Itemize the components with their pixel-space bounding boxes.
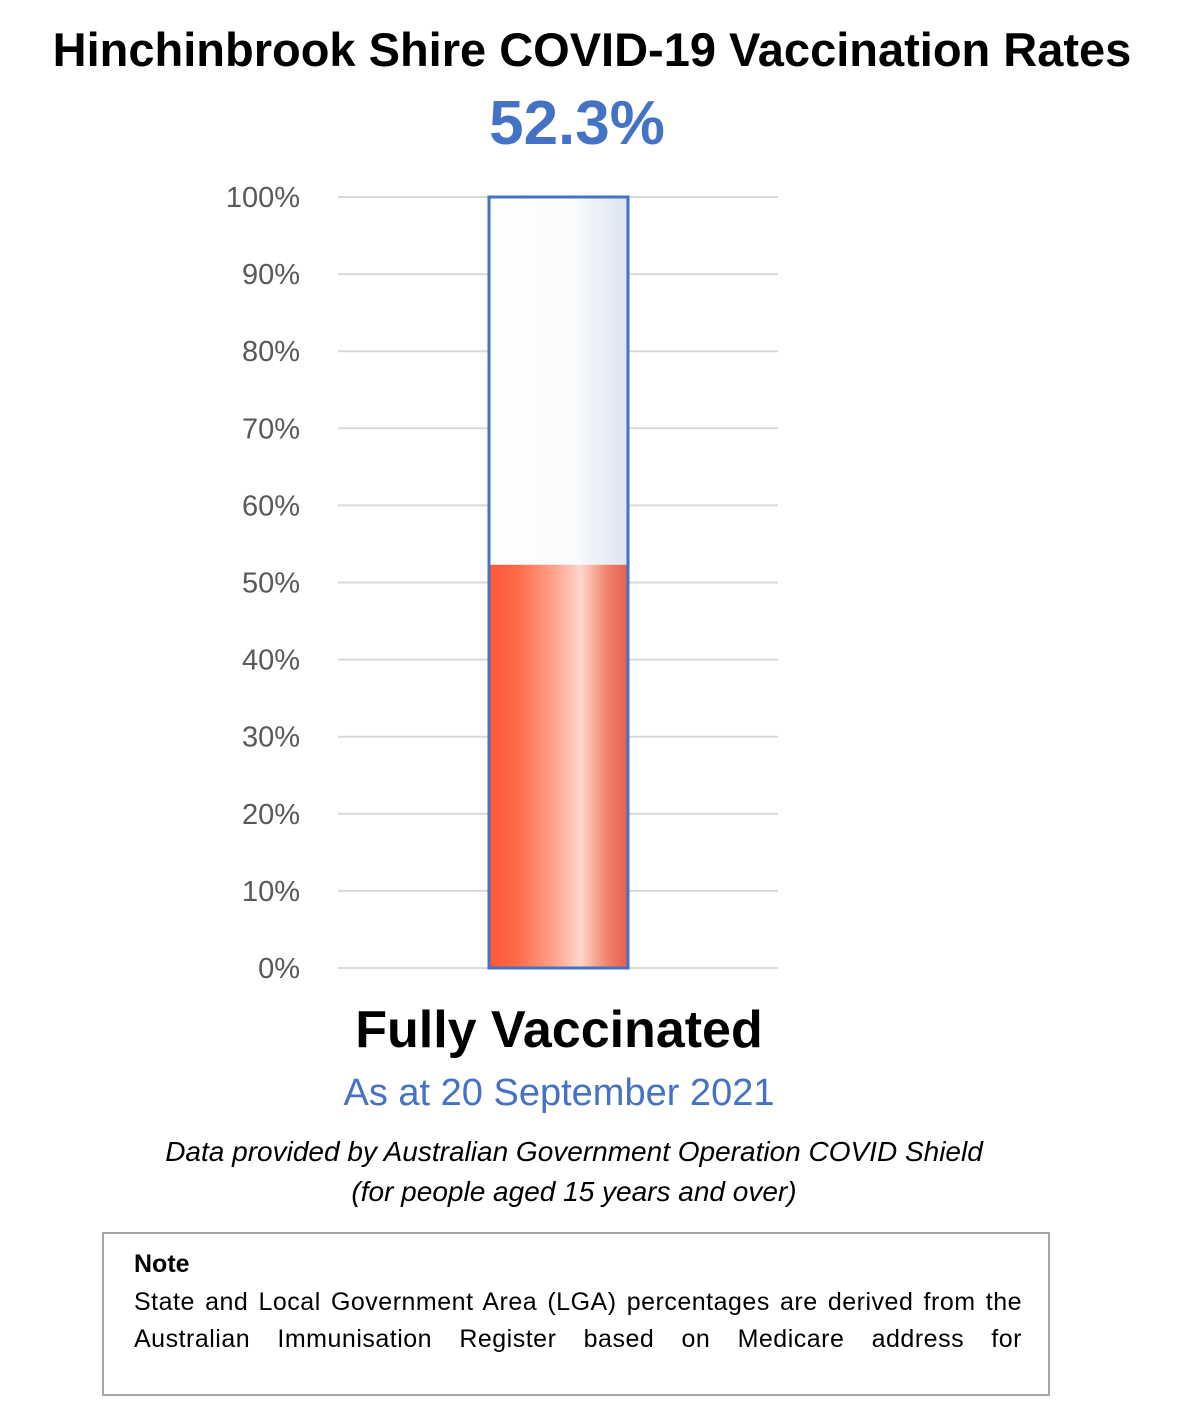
note-text: State and Local Government Area (LGA) pe… xyxy=(134,1288,1022,1353)
bar-outline xyxy=(487,195,630,970)
y-tick-label: 0% xyxy=(258,953,300,985)
y-tick-label: 50% xyxy=(242,568,300,600)
bar-remaining xyxy=(489,197,628,565)
data-source: Data provided by Australian Government O… xyxy=(165,1136,983,1167)
as-at-date: As at 20 September 2021 xyxy=(343,1072,775,1114)
note-box: Note State and Local Government Area (LG… xyxy=(102,1232,1050,1396)
bar-series xyxy=(487,195,630,970)
y-tick-label: 60% xyxy=(242,490,300,522)
y-tick-label: 80% xyxy=(242,336,300,368)
thermometer-chart: 0% 10% 20% 30% 40% 50% 60% 70% 80% 90% 100% xyxy=(226,182,778,985)
y-tick-label: 100% xyxy=(226,182,300,214)
y-tick-label: 10% xyxy=(242,876,300,908)
category-label: Fully Vaccinated xyxy=(355,1001,763,1059)
headline-percentage: 52.3% xyxy=(489,89,665,158)
y-tick-label: 70% xyxy=(242,413,300,445)
y-tick-label: 90% xyxy=(242,259,300,291)
chart-title: Hinchinbrook Shire COVID-19 Vaccination … xyxy=(52,23,1132,76)
y-axis-ticks: 0% 10% 20% 30% 40% 50% 60% 70% 80% 90% 100% xyxy=(226,182,300,985)
y-tick-label: 20% xyxy=(242,799,300,831)
data-source-scope: (for people aged 15 years and over) xyxy=(351,1176,797,1207)
y-tick-label: 40% xyxy=(242,645,300,677)
y-tick-label: 30% xyxy=(242,722,300,754)
bar-fully-vaccinated xyxy=(489,564,628,968)
note-heading: Note xyxy=(134,1250,190,1278)
